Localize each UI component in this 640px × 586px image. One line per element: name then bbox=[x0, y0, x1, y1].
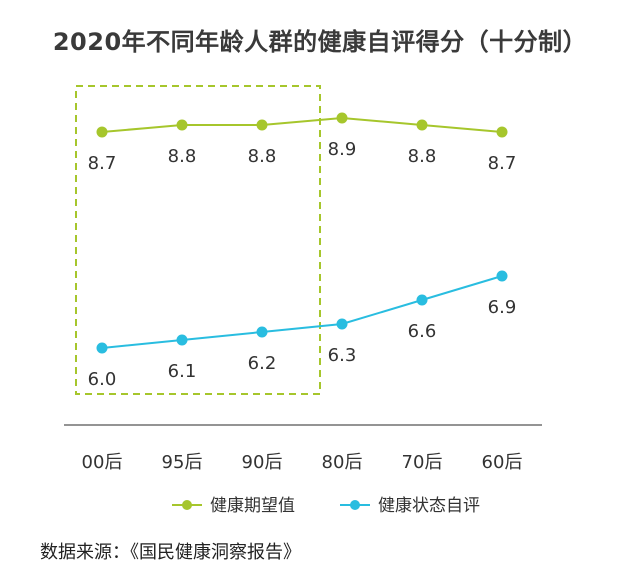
data-label: 8.8 bbox=[168, 146, 197, 167]
data-label: 8.8 bbox=[408, 146, 437, 167]
data-label: 8.7 bbox=[88, 153, 117, 174]
series-2-point bbox=[336, 318, 348, 330]
x-tick-label: 60后 bbox=[482, 452, 523, 473]
data-label: 8.7 bbox=[488, 153, 517, 174]
x-tick-label: 00后 bbox=[82, 452, 123, 473]
series-2-point bbox=[256, 326, 268, 338]
highlight-box bbox=[75, 85, 321, 395]
x-tick-label: 90后 bbox=[242, 452, 283, 473]
series-1-point bbox=[176, 119, 188, 131]
legend-label-2: 健康状态自评 bbox=[378, 496, 480, 516]
chart-title: 2020年不同年龄人群的健康自评得分（十分制） bbox=[52, 28, 588, 56]
series-2-point bbox=[176, 334, 188, 346]
data-label: 6.3 bbox=[328, 345, 357, 366]
x-tick-label: 95后 bbox=[162, 452, 203, 473]
series-1-point bbox=[416, 119, 428, 131]
data-label: 6.2 bbox=[248, 353, 277, 374]
x-tick-label: 80后 bbox=[322, 452, 363, 473]
source-note: 数据来源：《国民健康洞察报告》 bbox=[40, 542, 301, 563]
series-1-point bbox=[496, 126, 508, 138]
series-2-point bbox=[496, 270, 508, 282]
series-1-point bbox=[256, 119, 268, 131]
x-tick-label: 70后 bbox=[402, 452, 443, 473]
data-label: 6.1 bbox=[168, 361, 197, 382]
data-label: 6.9 bbox=[488, 297, 517, 318]
legend-label-1: 健康期望值 bbox=[210, 496, 295, 516]
legend-marker-2 bbox=[350, 500, 360, 510]
data-label: 6.0 bbox=[88, 369, 117, 390]
series-1-point bbox=[96, 126, 108, 138]
series-1-point bbox=[336, 112, 348, 124]
data-label: 8.8 bbox=[248, 146, 277, 167]
series-2-point bbox=[416, 294, 428, 306]
data-label: 6.6 bbox=[408, 321, 437, 342]
data-label: 8.9 bbox=[328, 139, 357, 160]
series-line-1 bbox=[101, 116, 503, 133]
legend-marker-1 bbox=[182, 500, 192, 510]
series-2-point bbox=[96, 342, 108, 354]
series-line-2 bbox=[101, 275, 503, 349]
